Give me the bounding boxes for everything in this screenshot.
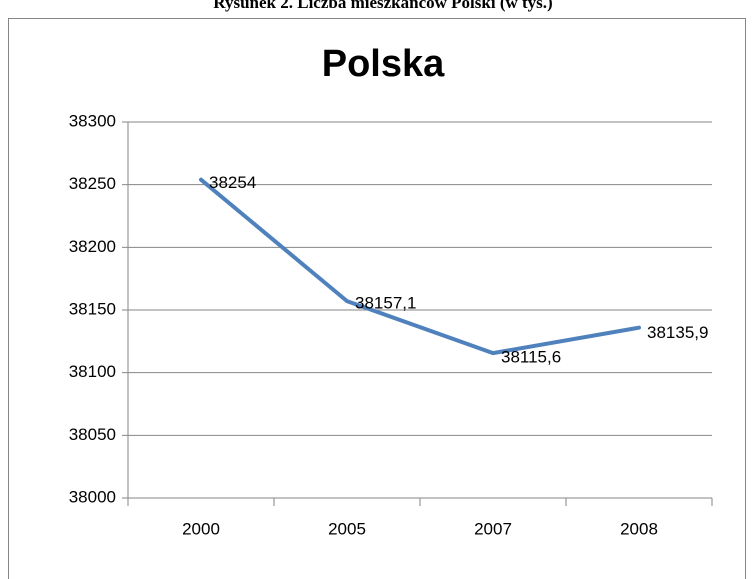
caption: Rysunek 2. Liczba mieszkańców Polski (w …: [213, 0, 552, 12]
chart-border: [8, 18, 746, 579]
x-tick-label: 2005: [328, 519, 366, 538]
data-label: 38157,1: [355, 294, 416, 313]
data-label: 38254: [209, 173, 256, 192]
line: [199, 177, 641, 356]
y-tick-label: 38300: [69, 111, 116, 130]
y-tick-label: 38200: [69, 237, 116, 256]
x-tick-label: 2008: [620, 519, 658, 538]
y-tick-label: 38250: [69, 174, 116, 193]
y-tick-label: 38100: [69, 362, 116, 381]
chart-title: Polska: [322, 43, 445, 85]
x-tick-label: 2007: [474, 519, 512, 538]
data-label: 38115,6: [501, 348, 561, 367]
x-tick-label: 2000: [182, 519, 220, 538]
y-tick-label: 38000: [69, 487, 116, 506]
data-label: 38135,9: [647, 323, 708, 342]
y-tick-label: 38050: [69, 425, 116, 444]
y-tick-label: 38150: [69, 299, 116, 318]
